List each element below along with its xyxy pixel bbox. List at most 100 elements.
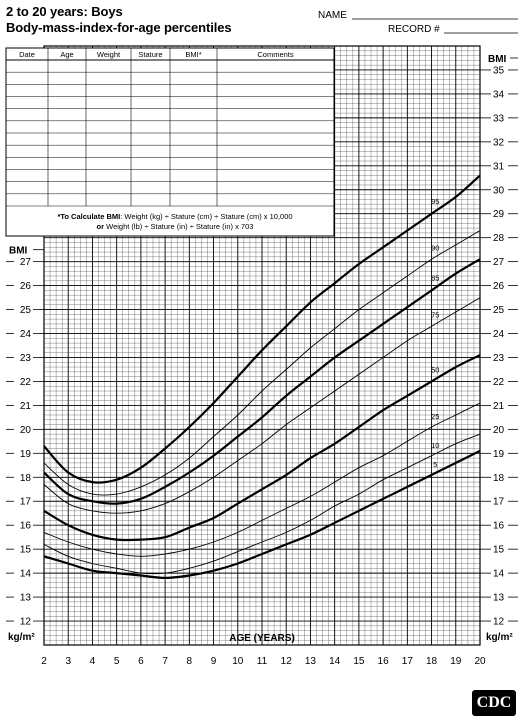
y-unit-left: kg/m²: [8, 632, 35, 643]
bmi-note-line2: Weight (lb) ÷ Stature (in) ÷ Stature (in…: [104, 222, 253, 231]
y-axis-label-left: BMI: [9, 246, 28, 257]
y-tick-right-label: 17: [493, 497, 505, 508]
y-tick-left-label: 25: [20, 305, 32, 316]
record-table-header-bmi: BMI*: [185, 50, 201, 59]
percentile-curve-75: [43, 297, 481, 514]
percentile-label-75: 75: [431, 311, 439, 320]
svg-text:*To Calculate BMI: Weight (kg): *To Calculate BMI: Weight (kg) ÷ Stature…: [57, 212, 292, 221]
record-table[interactable]: Date Age Weight Stature BMI* Comments: [5, 47, 335, 237]
y-tick-left-label: 14: [20, 569, 32, 580]
y-tick-right-label: 30: [493, 185, 505, 196]
x-tick-label: 16: [378, 656, 390, 667]
x-tick-label: 5: [114, 656, 120, 667]
y-tick-right-label: 12: [493, 617, 505, 628]
y-tick-right-label: 22: [493, 377, 505, 388]
percentile-label-25: 25: [431, 412, 439, 421]
chart-title-line2: Body-mass-index-for-age percentiles: [6, 20, 232, 35]
x-tick-label: 8: [187, 656, 193, 667]
x-tick-label: 14: [329, 656, 341, 667]
record-table-header-stature: Stature: [138, 50, 162, 59]
y-tick-right-label: 29: [493, 209, 505, 220]
y-tick-right-label: 28: [493, 233, 505, 244]
x-tick-label: 13: [305, 656, 317, 667]
percentile-label-10: 10: [431, 441, 439, 450]
record-table-header-date: Date: [19, 50, 35, 59]
record-label: RECORD #: [388, 24, 440, 35]
y-tick-right-label: 23: [493, 353, 505, 364]
x-tick-label: 15: [353, 656, 365, 667]
y-tick-left-label: 24: [20, 329, 32, 340]
percentile-curve-25: [43, 402, 481, 557]
y-tick-right-label: 27: [493, 257, 505, 268]
y-tick-right-label: 13: [493, 593, 505, 604]
axis-labels: 1213141516171819202122232425262712131415…: [6, 54, 518, 667]
record-table-header-age: Age: [60, 50, 73, 59]
x-tick-label: 12: [281, 656, 293, 667]
percentile-curve-85: [43, 258, 481, 505]
x-tick-label: 18: [426, 656, 438, 667]
percentile-label-50: 50: [431, 366, 439, 375]
y-tick-left-label: 23: [20, 353, 32, 364]
y-tick-left-label: 22: [20, 377, 32, 388]
y-tick-left-label: 13: [20, 593, 32, 604]
y-unit-right: kg/m²: [486, 632, 513, 643]
y-tick-right-label: 26: [493, 281, 505, 292]
x-tick-label: 10: [232, 656, 244, 667]
svg-text:or Weight (lb) ÷ Stature (in): or Weight (lb) ÷ Stature (in) ÷ Stature …: [97, 222, 254, 231]
y-tick-right-label: 16: [493, 521, 505, 532]
bmi-note-line2-bold: or: [97, 222, 105, 231]
y-tick-right-label: 24: [493, 329, 505, 340]
percentile-curves: 95 90 85 75 50 25 10 5: [43, 174, 481, 580]
x-tick-label: 19: [450, 656, 462, 667]
percentile-curve-50: [43, 354, 481, 542]
percentile-label-90: 90: [431, 243, 439, 252]
y-tick-right-label: 35: [493, 65, 505, 76]
percentile-curve-5: [43, 449, 481, 580]
y-tick-right-label: 19: [493, 449, 505, 460]
x-tick-label: 9: [211, 656, 217, 667]
y-tick-left-label: 18: [20, 473, 32, 484]
y-tick-left-label: 12: [20, 617, 32, 628]
x-tick-label: 20: [474, 656, 486, 667]
y-tick-left-label: 26: [20, 281, 32, 292]
x-tick-label: 4: [90, 656, 96, 667]
x-tick-label: 6: [138, 656, 144, 667]
y-tick-left-label: 27: [20, 257, 32, 268]
percentile-label-5: 5: [433, 460, 437, 469]
y-tick-left-label: 16: [20, 521, 32, 532]
y-tick-left-label: 21: [20, 401, 32, 412]
cdc-logo: CDC: [472, 690, 516, 716]
percentile-curve-90: [43, 230, 481, 496]
x-axis-label: AGE (YEARS): [229, 633, 295, 644]
y-tick-right-label: 31: [493, 161, 505, 172]
record-table-header-comments: Comments: [257, 50, 294, 59]
y-tick-right-label: 14: [493, 569, 505, 580]
bmi-note: *To Calculate BMI: Weight (kg) ÷ Stature…: [57, 212, 292, 231]
x-tick-label: 11: [257, 656, 268, 667]
y-tick-left-label: 20: [20, 425, 32, 436]
y-tick-right-label: 33: [493, 113, 505, 124]
name-label: NAME: [318, 10, 347, 21]
y-tick-right-label: 34: [493, 89, 505, 100]
x-tick-label: 17: [402, 656, 414, 667]
bmi-note-line1: : Weight (kg) ÷ Stature (cm) ÷ Stature (…: [120, 212, 292, 221]
percentile-label-85: 85: [431, 274, 439, 283]
record-table-header-weight: Weight: [97, 50, 121, 59]
plot-frame: [43, 45, 481, 646]
y-tick-right-label: 21: [493, 401, 505, 412]
chart-grid: [43, 45, 481, 646]
x-tick-label: 2: [41, 656, 47, 667]
chart-title-line1: 2 to 20 years: Boys: [6, 4, 123, 19]
y-tick-left-label: 15: [20, 545, 32, 556]
bmi-note-line1-bold: *To Calculate BMI: [57, 212, 120, 221]
x-tick-label: 7: [162, 656, 168, 667]
y-tick-left-label: 19: [20, 449, 32, 460]
percentile-curve-95: [43, 174, 481, 484]
y-tick-left-label: 17: [20, 497, 32, 508]
y-tick-right-label: 25: [493, 305, 505, 316]
percentile-curve-10: [43, 433, 481, 575]
y-tick-right-label: 20: [493, 425, 505, 436]
y-tick-right-label: 15: [493, 545, 505, 556]
percentile-label-95: 95: [431, 197, 439, 206]
